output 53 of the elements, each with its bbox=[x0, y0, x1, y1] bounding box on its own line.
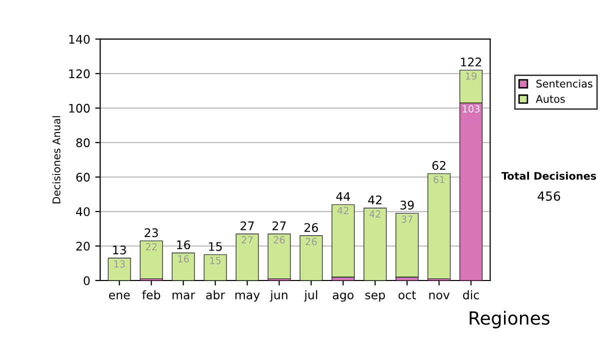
y-tick-label: 20 bbox=[76, 242, 90, 251]
x-tick-label: oct bbox=[398, 290, 416, 300]
y-tick-label: 140 bbox=[69, 34, 90, 44]
total-label: 16 bbox=[177, 240, 190, 250]
y-tick-label: 60 bbox=[76, 172, 90, 182]
text: Total Decisiones bbox=[501, 172, 596, 180]
x-tick-label: ene bbox=[109, 292, 130, 300]
total-label: 15 bbox=[209, 242, 222, 251]
x-tick-label: feb bbox=[142, 290, 160, 300]
legend-label: Sentencias bbox=[536, 80, 592, 88]
x-tick-label: mar bbox=[172, 292, 196, 300]
total-label: 42 bbox=[368, 195, 382, 204]
x-tick-label: dic bbox=[463, 290, 479, 300]
x-tick-label: jul bbox=[304, 290, 318, 302]
data-label: 37 bbox=[402, 215, 412, 223]
data-label: 15 bbox=[210, 257, 221, 264]
bar bbox=[396, 212, 419, 278]
y-tick-label: 80 bbox=[76, 138, 90, 148]
x-tick-label: sep bbox=[365, 292, 385, 302]
data-label: 16 bbox=[178, 255, 189, 263]
total-label: 27 bbox=[240, 221, 254, 230]
data-label: 42 bbox=[337, 206, 348, 214]
x-tick-label: nov bbox=[429, 292, 450, 300]
data-label: 26 bbox=[306, 238, 317, 246]
x-tick-label: may bbox=[235, 292, 260, 302]
data-label: 13 bbox=[114, 260, 125, 268]
text: Regiones bbox=[470, 310, 550, 328]
y-tick-label: 0 bbox=[84, 276, 90, 286]
y-axis-title: Decisiones Anual bbox=[52, 116, 60, 204]
data-label: 19 bbox=[466, 72, 477, 80]
y-tick-label: 100 bbox=[69, 104, 90, 113]
total-label: 62 bbox=[432, 161, 446, 170]
data-label: 42 bbox=[369, 210, 380, 218]
total-label: 13 bbox=[113, 245, 126, 254]
x-tick-label: jun bbox=[270, 290, 288, 302]
total-label: 44 bbox=[336, 192, 350, 201]
data-label: 22 bbox=[146, 243, 157, 250]
data-label: 103 bbox=[462, 105, 480, 112]
total-label: 26 bbox=[304, 223, 318, 232]
total-label: 122 bbox=[461, 58, 482, 66]
x-tick-label: abr bbox=[206, 290, 226, 300]
total-label: 39 bbox=[400, 200, 414, 210]
text: 456 bbox=[538, 191, 560, 201]
y-tick-label: 40 bbox=[76, 207, 90, 216]
data-label: 61 bbox=[434, 176, 444, 184]
bar bbox=[332, 204, 355, 278]
data-label: 27 bbox=[242, 236, 253, 244]
total-label: 23 bbox=[144, 228, 158, 238]
legend-label: Autos bbox=[536, 95, 565, 103]
data-label: 26 bbox=[274, 236, 285, 244]
total-label: 27 bbox=[272, 221, 286, 230]
x-tick-label: ago bbox=[332, 292, 354, 302]
y-tick-label: 120 bbox=[69, 69, 90, 78]
